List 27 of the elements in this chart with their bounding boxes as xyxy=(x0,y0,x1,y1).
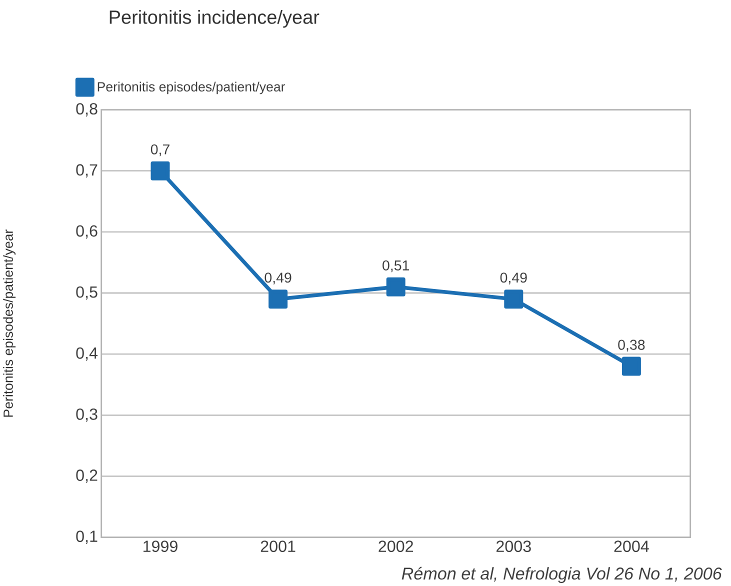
point xyxy=(386,277,406,296)
y-tick-label: 0,4 xyxy=(76,347,98,361)
data-label: 0,49 xyxy=(264,272,292,284)
y-tick-label: 0,8 xyxy=(76,103,98,116)
legend-label: Peritonitis episodes/patient/year xyxy=(98,82,286,94)
data-label: 0,38 xyxy=(618,340,645,352)
y-tick-label: 0,7 xyxy=(76,164,98,178)
y-axis-title: Peritonitis episodes/patient/year xyxy=(3,229,16,417)
text: Rémon et al, Nefrologia Vol 26 No 1, 2006 xyxy=(402,566,722,583)
point xyxy=(268,290,288,309)
data-label: 0,51 xyxy=(382,260,410,272)
point xyxy=(150,161,170,180)
data-label: 0,49 xyxy=(500,272,527,284)
y-tick-label: 0,6 xyxy=(76,225,98,238)
y-tick-label: 0,5 xyxy=(76,286,98,300)
y-tick-label: 0,2 xyxy=(76,469,98,483)
y-tick-label: 0,3 xyxy=(76,408,98,422)
x-tick-label: 2003 xyxy=(496,540,531,552)
x-tick-label: 1999 xyxy=(144,540,178,552)
x-tick-label: 2004 xyxy=(614,540,649,552)
x-tick-label: 2001 xyxy=(260,540,296,552)
point xyxy=(622,356,641,376)
chart-title: Peritonitis incidence/year xyxy=(110,10,320,28)
y-tick-label: 0,1 xyxy=(76,530,98,544)
x-tick-label: 2002 xyxy=(378,540,413,552)
data-label: 0,7 xyxy=(150,144,170,156)
point xyxy=(504,290,524,309)
